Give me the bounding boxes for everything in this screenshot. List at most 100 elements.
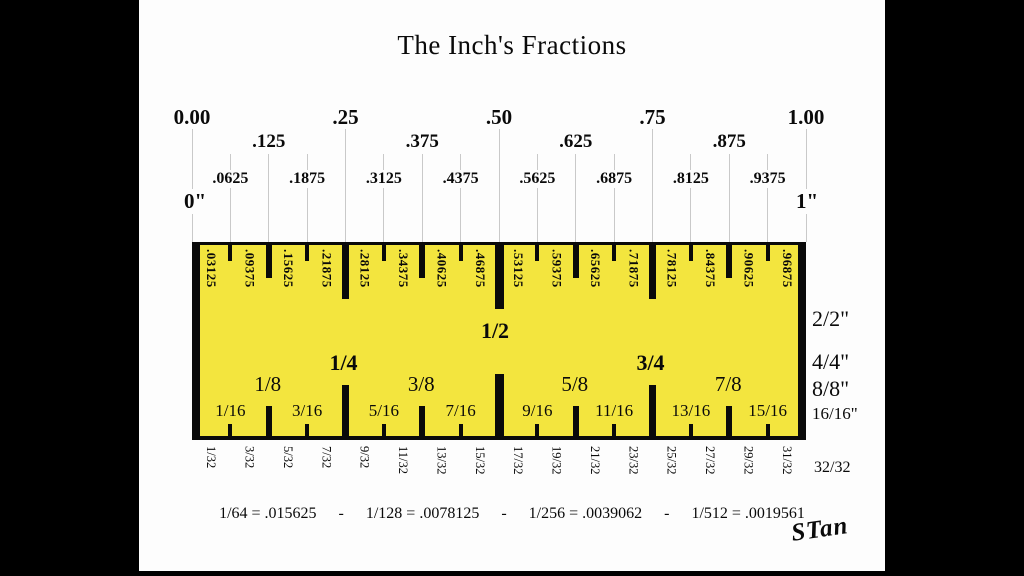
thirtysecond-fraction-label: 3/32 (242, 446, 257, 469)
leader-line (613, 154, 615, 242)
bottom-tick-16th (305, 424, 310, 436)
top-tick-16th (688, 245, 693, 261)
sixteenth-fraction-label: 11/16 (595, 401, 634, 420)
sixteenth-fraction-label: 3/16 (292, 401, 323, 420)
one-inch-label: 1" (794, 189, 821, 214)
top-tick-16th (228, 245, 233, 261)
eighth-fraction-label: 3/8 (407, 372, 435, 396)
thirtysecond-decimal-label: .09375 (242, 249, 258, 288)
bottom-tick-8th (726, 406, 733, 436)
thirtysecond-decimal-label: .96875 (779, 249, 795, 288)
thirtysecond-decimal-label: .15625 (280, 249, 296, 288)
leader-line (460, 154, 462, 242)
total-thirtyseconds-label: 32/32 (814, 459, 851, 476)
equation-row: 1/64 = .015625 - 1/128 = .0078125 - 1/256 = … (139, 505, 885, 523)
thirtysecond-decimal-label: .03125 (204, 249, 220, 288)
thirtysecond-fraction-label: 31/32 (779, 446, 794, 475)
thirtysecond-fraction-label: 17/32 (511, 446, 526, 475)
unit-equivalent-label: 16/16" (812, 404, 858, 423)
sixteenth-fraction-label: 13/16 (671, 401, 711, 420)
zero-inch-label: 0" (182, 189, 209, 214)
decimal-eighths-label: .125 (252, 131, 286, 152)
decimal-quarters-label: 1.00 (787, 105, 825, 129)
bottom-tick-4th (342, 385, 349, 436)
decimal-eighths-label: .875 (712, 131, 746, 152)
unit-equivalent-label: 2/2" (812, 306, 850, 331)
half-fraction-label: 1/2 (480, 318, 510, 343)
quarter-fraction-label: 1/4 (329, 350, 358, 375)
thirtysecond-decimal-label: .59375 (549, 249, 565, 288)
leader-line (268, 154, 270, 242)
top-tick-8th (265, 245, 272, 278)
bottom-tick-16th (458, 424, 463, 436)
leader-line (575, 154, 577, 242)
top-tick-16th (765, 245, 770, 261)
eighth-fraction-label: 1/8 (254, 372, 282, 396)
thirtysecond-fraction-label: 11/32 (396, 446, 411, 475)
thirtysecond-fraction-label: 27/32 (703, 446, 718, 475)
bottom-tick-16th (765, 424, 770, 436)
sixteenth-fraction-label: 1/16 (215, 401, 246, 420)
thirtysecond-decimal-label: .71875 (626, 249, 642, 288)
leader-line (191, 129, 193, 242)
thirtysecond-fraction-label: 19/32 (549, 446, 564, 475)
equation-item: 1/64 = .015625 (219, 505, 317, 522)
top-tick-8th (572, 245, 579, 278)
decimal-sixteenths-label: .3125 (356, 170, 411, 188)
leader-line (383, 154, 385, 242)
thirtysecond-fraction-label: 7/32 (319, 446, 334, 469)
top-tick-8th (419, 245, 426, 278)
decimal-quarters-label: .25 (332, 105, 359, 129)
leader-line (421, 154, 423, 242)
decimal-sixteenths-label: .6875 (587, 170, 642, 188)
page-title: The Inch's Fractions (397, 30, 627, 60)
top-tick-4th (649, 245, 656, 299)
thirtysecond-decimal-label: .28125 (357, 249, 373, 288)
thirtysecond-fraction-label: 29/32 (741, 446, 756, 475)
sixteenth-fraction-label: 9/16 (522, 401, 553, 420)
thirtysecond-fraction-label: 1/32 (204, 446, 219, 469)
decimal-sixteenths-label: .0625 (203, 170, 258, 188)
leader-line (536, 154, 538, 242)
top-tick-8th (726, 245, 733, 278)
equation-item: 1/256 = .0039062 (528, 505, 643, 522)
decimal-sixteenths-label: .1875 (280, 170, 335, 188)
top-tick-16th (381, 245, 386, 261)
equation-separator: - (501, 505, 507, 522)
bottom-tick-16th (612, 424, 617, 436)
bottom-tick-2th (494, 374, 504, 436)
leader-line (229, 154, 231, 242)
bottom-tick-16th (228, 424, 233, 436)
sixteenth-fraction-label: 5/16 (368, 401, 399, 420)
thirtysecond-decimal-label: .34375 (396, 249, 412, 288)
thirtysecond-fraction-label: 5/32 (280, 446, 295, 469)
decimal-quarters-label: .75 (639, 105, 666, 129)
bottom-tick-8th (265, 406, 272, 436)
thirtysecond-decimal-label: .21875 (319, 249, 335, 288)
leader-line (690, 154, 692, 242)
top-tick-16th (458, 245, 463, 261)
top-tick-16th (612, 245, 617, 261)
top-tick-16th (305, 245, 310, 261)
decimal-quarters-label: .50 (485, 105, 513, 129)
decimal-eighths-label: .625 (559, 131, 593, 152)
thirtysecond-fraction-label: 13/32 (434, 446, 449, 475)
thirtysecond-decimal-label: .78125 (664, 249, 680, 288)
equation-item: 1/128 = .0078125 (365, 505, 480, 522)
top-tick-16th (535, 245, 540, 261)
sixteenth-fraction-label: 7/16 (445, 401, 476, 420)
thirtysecond-fraction-label: 23/32 (626, 446, 641, 475)
thirtysecond-decimal-label: .90625 (741, 249, 757, 288)
unit-equivalent-label: 4/4" (812, 349, 850, 374)
thirtysecond-fraction-label: 21/32 (587, 446, 602, 475)
equation-separator: - (664, 505, 670, 522)
equation-item: 1/512 = .0019561 (691, 505, 805, 522)
decimal-sixteenths-label: .9375 (740, 170, 795, 188)
unit-equivalent-label: 8/8" (812, 376, 850, 401)
decimal-sixteenths-label: .4375 (433, 170, 488, 188)
decimal-quarters-label: 0.00 (173, 105, 211, 129)
decimal-sixteenths-label: .8125 (663, 170, 718, 188)
bottom-tick-16th (535, 424, 540, 436)
thirtysecond-decimal-label: .65625 (587, 249, 603, 288)
